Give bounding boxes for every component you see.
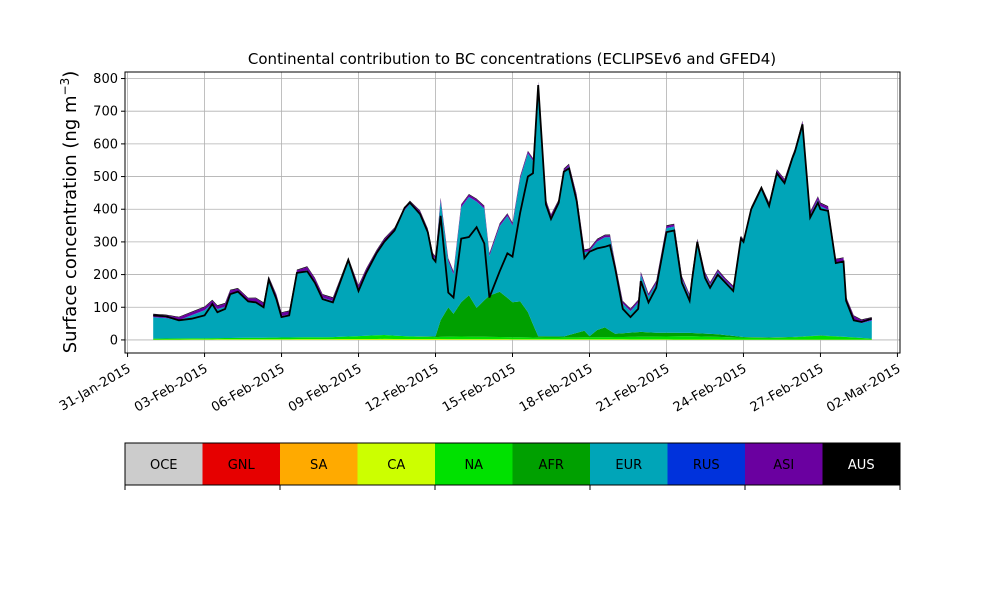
x-tick-label: 02-Mar-2015 [824,361,903,415]
y-tick-label: 700 [93,105,118,120]
legend-label-oce: OCE [150,458,178,473]
area-na [153,335,872,340]
legend-label-rus: RUS [693,458,720,473]
legend: OCE GNL SA CA NA AFR EUR RUS ASI AUS [124,442,901,490]
y-tick-label: 800 [93,72,118,87]
y-tick-label: 500 [93,170,118,185]
x-tick-label: 21-Feb-2015 [594,361,673,415]
area-afr [153,291,872,339]
legend-label-afr: AFR [539,458,564,473]
legend-label-ca: CA [387,458,405,473]
total-line [153,85,873,323]
legend-label-asi: ASI [773,458,794,473]
plot-area: 0 100 200 300 400 500 600 700 800 31-Jan-201503-F… [57,71,903,416]
legend-swatch-ca [357,443,435,485]
legend-swatch-rus [667,443,745,485]
x-tick-label: 09-Feb-2015 [286,361,365,415]
legend-swatch-sa [280,443,358,485]
legend-label-gnl: GNL [228,458,256,473]
legend-swatch-oce [125,443,203,485]
y-tick-label: 400 [93,203,118,218]
x-tick-label: 03-Feb-2015 [132,361,211,415]
y-tick-label: 100 [93,301,118,316]
chart-title: Continental contribution to BC concentra… [248,50,776,68]
y-axis-label: Surface concentration (ng m−3) [58,71,81,354]
y-tick-label: 600 [93,137,118,152]
legend-swatch-na [435,443,513,485]
y-axis-label-close: ) [60,71,81,78]
x-tick-label: 27-Feb-2015 [748,361,827,415]
x-tick-label: 18-Feb-2015 [517,361,596,415]
legend-swatch-asi [745,443,823,485]
x-tick-label: 24-Feb-2015 [671,361,750,415]
legend-label-na: NA [464,458,483,473]
y-tick-label: 300 [93,235,118,250]
x-tick-label: 12-Feb-2015 [363,361,442,415]
area-eur [153,84,872,339]
legend-label-sa: SA [310,458,327,473]
area-ca [153,338,872,340]
legend-label-eur: EUR [615,458,642,473]
y-tick-label: 0 [110,333,118,348]
legend-swatch-gnl [202,443,280,485]
x-tick-label: 31-Jan-2015 [57,361,134,414]
legend-swatch-afr [512,443,590,485]
x-tick-label: 06-Feb-2015 [209,361,288,415]
legend-frame [124,442,901,486]
x-tick-label: 15-Feb-2015 [440,361,519,415]
legend-label-aus: AUS [848,458,875,473]
y-axis-label-main: Surface concentration (ng m [60,95,81,353]
y-axis-label-exponent: −3 [58,78,72,96]
legend-swatch-aus [822,443,900,485]
y-tick-label: 200 [93,268,118,283]
legend-swatch-eur [590,443,668,485]
